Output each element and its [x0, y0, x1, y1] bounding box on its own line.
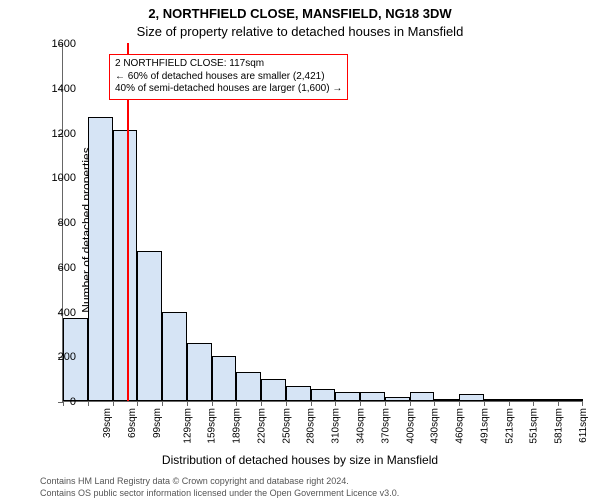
x-tick-label: 551sqm: [529, 408, 540, 444]
x-tick-mark: [137, 401, 138, 406]
x-tick-mark: [459, 401, 460, 406]
histogram-bar: [236, 372, 261, 401]
x-tick-label: 250sqm: [281, 408, 292, 444]
histogram-bar: [113, 130, 138, 401]
x-tick-mark: [434, 401, 435, 406]
x-tick-mark: [113, 401, 114, 406]
y-tick-label: 1000: [52, 172, 76, 184]
histogram-bar: [137, 251, 162, 401]
x-tick-mark: [558, 401, 559, 406]
x-tick-mark: [533, 401, 534, 406]
x-tick-label: 99sqm: [152, 408, 163, 438]
x-tick-mark: [261, 401, 262, 406]
x-tick-mark: [311, 401, 312, 406]
histogram-bar: [360, 392, 385, 401]
annotation-box: 2 NORTHFIELD CLOSE: 117sqm← 60% of detac…: [109, 54, 348, 100]
x-tick-mark: [236, 401, 237, 406]
x-tick-label: 69sqm: [127, 408, 138, 438]
x-tick-mark: [484, 401, 485, 406]
x-tick-mark: [385, 401, 386, 406]
x-tick-label: 400sqm: [405, 408, 416, 444]
annotation-line: 2 NORTHFIELD CLOSE: 117sqm: [115, 58, 342, 71]
histogram-bar: [88, 117, 113, 401]
y-tick-label: 1400: [52, 83, 76, 95]
footer-line1: Contains HM Land Registry data © Crown c…: [40, 476, 349, 486]
histogram-bar: [187, 343, 212, 401]
x-tick-label: 220sqm: [257, 408, 268, 444]
x-tick-label: 460sqm: [455, 408, 466, 444]
x-tick-label: 340sqm: [356, 408, 367, 444]
histogram-bar: [286, 386, 311, 401]
y-tick-label: 800: [58, 217, 76, 229]
x-tick-mark: [335, 401, 336, 406]
histogram-bar: [558, 399, 583, 401]
x-tick-mark: [63, 401, 64, 406]
x-tick-label: 611sqm: [578, 408, 589, 443]
x-tick-mark: [582, 401, 583, 406]
plot-area: 2 NORTHFIELD CLOSE: 117sqm← 60% of detac…: [62, 44, 582, 402]
y-tick-label: 1200: [52, 128, 76, 140]
chart-container: 2, NORTHFIELD CLOSE, MANSFIELD, NG18 3DW…: [0, 0, 600, 500]
x-tick-mark: [410, 401, 411, 406]
x-tick-mark: [360, 401, 361, 406]
x-tick-label: 491sqm: [479, 408, 490, 444]
histogram-bar: [261, 379, 286, 401]
histogram-bar: [484, 399, 509, 401]
histogram-bar: [410, 392, 435, 401]
y-tick-label: 600: [58, 262, 76, 274]
annotation-line: 40% of semi-detached houses are larger (…: [115, 83, 342, 96]
histogram-bar: [533, 399, 558, 401]
chart-title-line2: Size of property relative to detached ho…: [0, 24, 600, 39]
x-tick-label: 280sqm: [306, 408, 317, 444]
x-tick-label: 310sqm: [331, 408, 342, 444]
x-tick-label: 189sqm: [232, 408, 243, 444]
x-tick-mark: [88, 401, 89, 406]
x-tick-mark: [286, 401, 287, 406]
x-tick-label: 521sqm: [504, 408, 515, 444]
histogram-bar: [509, 399, 534, 401]
histogram-bar: [212, 356, 237, 401]
histogram-bar: [459, 394, 484, 401]
y-tick-label: 1600: [52, 38, 76, 50]
x-tick-label: 159sqm: [207, 408, 218, 444]
histogram-bar: [311, 389, 336, 401]
x-tick-label: 581sqm: [554, 408, 565, 444]
chart-title-line1: 2, NORTHFIELD CLOSE, MANSFIELD, NG18 3DW: [0, 6, 600, 21]
y-tick-label: 0: [70, 396, 76, 408]
y-tick-label: 200: [58, 351, 76, 363]
x-tick-label: 39sqm: [102, 408, 113, 438]
x-tick-mark: [187, 401, 188, 406]
x-tick-label: 430sqm: [430, 408, 441, 444]
x-tick-mark: [162, 401, 163, 406]
x-axis-label: Distribution of detached houses by size …: [0, 453, 600, 467]
histogram-bar: [335, 392, 360, 401]
x-tick-label: 370sqm: [380, 408, 391, 444]
x-tick-mark: [509, 401, 510, 406]
footer-line2: Contains OS public sector information li…: [40, 488, 399, 498]
x-tick-label: 129sqm: [182, 408, 193, 444]
x-tick-mark: [212, 401, 213, 406]
annotation-line: ← 60% of detached houses are smaller (2,…: [115, 71, 342, 84]
histogram-bar: [385, 397, 410, 401]
y-tick-label: 400: [58, 307, 76, 319]
histogram-bar: [434, 399, 459, 401]
histogram-bar: [162, 312, 187, 402]
